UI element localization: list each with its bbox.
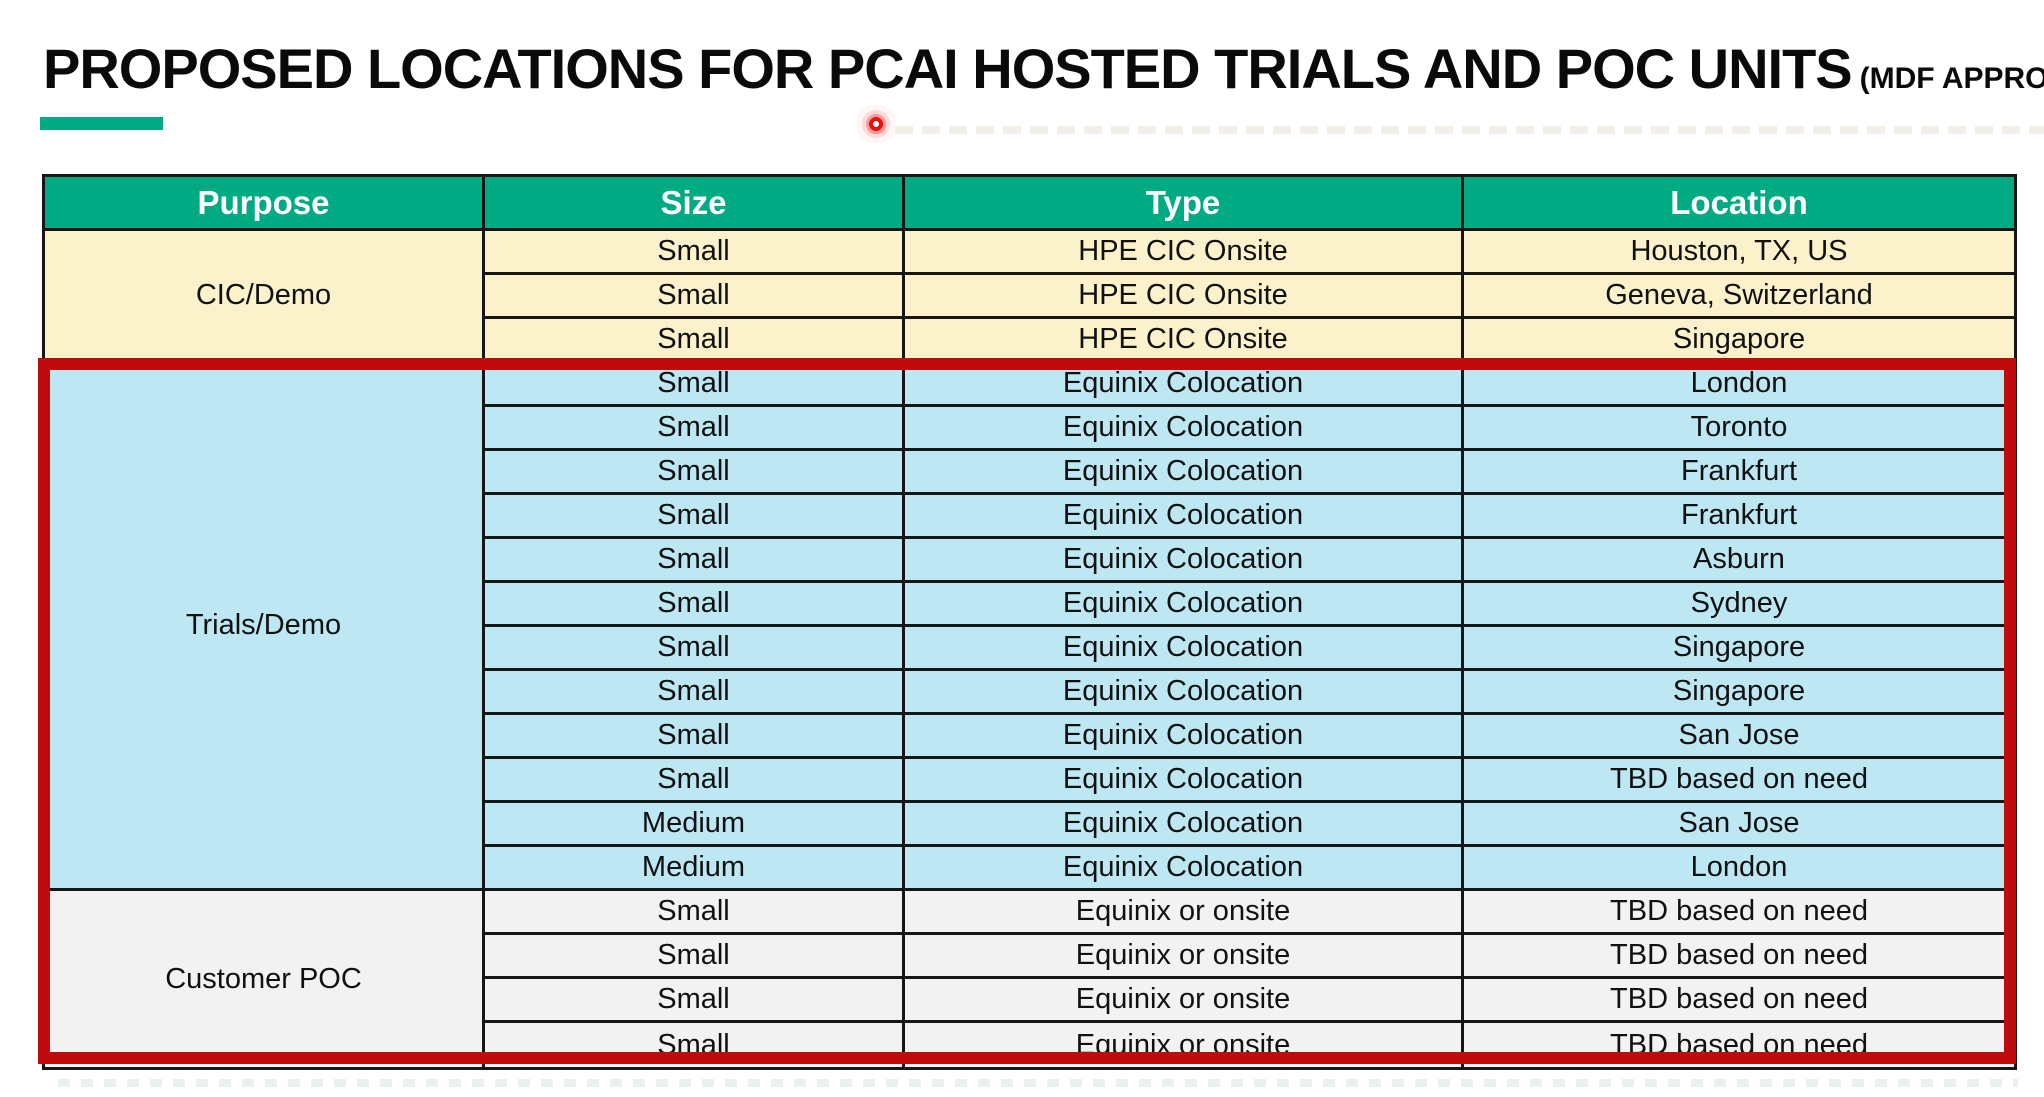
column-header-purpose: Purpose — [45, 177, 485, 231]
location-cell: TBD based on need — [1464, 1023, 2014, 1067]
size-cell: Small — [485, 671, 905, 715]
location-cell: Asburn — [1464, 539, 2014, 583]
location-cell: Frankfurt — [1464, 495, 2014, 539]
title-accent-bar — [40, 117, 163, 130]
type-cell: Equinix or onsite — [905, 935, 1464, 979]
type-cell: Equinix Colocation — [905, 539, 1464, 583]
column-header-type: Type — [905, 177, 1464, 231]
purpose-cell: Trials/Demo — [45, 363, 485, 891]
type-cell: HPE CIC Onsite — [905, 275, 1464, 319]
location-cell: San Jose — [1464, 715, 2014, 759]
location-cell: TBD based on need — [1464, 759, 2014, 803]
location-cell: Toronto — [1464, 407, 2014, 451]
location-cell: London — [1464, 363, 2014, 407]
location-cell: Singapore — [1464, 671, 2014, 715]
size-cell: Small — [485, 935, 905, 979]
location-cell: Frankfurt — [1464, 451, 2014, 495]
type-cell: HPE CIC Onsite — [905, 319, 1464, 363]
location-cell: San Jose — [1464, 803, 2014, 847]
type-cell: Equinix Colocation — [905, 407, 1464, 451]
size-cell: Small — [485, 275, 905, 319]
purpose-cell: CIC/Demo — [45, 231, 485, 363]
type-cell: Equinix Colocation — [905, 671, 1464, 715]
laser-pointer-dot — [854, 102, 898, 146]
size-cell: Small — [485, 539, 905, 583]
size-cell: Small — [485, 759, 905, 803]
location-cell: Sydney — [1464, 583, 2014, 627]
page-title-main: PROPOSED LOCATIONS FOR PCAI HOSTED TRIAL… — [43, 37, 1853, 100]
column-header-location: Location — [1464, 177, 2014, 231]
locations-table: Purpose Size Type Location CIC/Demo Small… — [42, 174, 2017, 1070]
type-cell: HPE CIC Onsite — [905, 231, 1464, 275]
size-cell: Small — [485, 891, 905, 935]
size-cell: Small — [485, 319, 905, 363]
size-cell: Small — [485, 451, 905, 495]
size-cell: Small — [485, 1023, 905, 1067]
size-cell: Small — [485, 231, 905, 275]
page-title: PROPOSED LOCATIONS FOR PCAI HOSTED TRIAL… — [43, 36, 2044, 101]
size-cell: Medium — [485, 847, 905, 891]
type-cell: Equinix Colocation — [905, 363, 1464, 407]
watermark-dashes-top — [868, 126, 2044, 134]
size-cell: Small — [485, 495, 905, 539]
page-title-suffix: (MDF APPROVED) — [1859, 62, 2044, 95]
location-cell: Singapore — [1464, 319, 2014, 363]
type-cell: Equinix Colocation — [905, 451, 1464, 495]
column-header-size: Size — [485, 177, 905, 231]
location-cell: Singapore — [1464, 627, 2014, 671]
size-cell: Small — [485, 363, 905, 407]
purpose-cell: Customer POC — [45, 891, 485, 1067]
type-cell: Equinix Colocation — [905, 583, 1464, 627]
type-cell: Equinix or onsite — [905, 979, 1464, 1023]
type-cell: Equinix or onsite — [905, 1023, 1464, 1067]
type-cell: Equinix Colocation — [905, 715, 1464, 759]
location-cell: TBD based on need — [1464, 935, 2014, 979]
size-cell: Small — [485, 715, 905, 759]
size-cell: Small — [485, 627, 905, 671]
size-cell: Medium — [485, 803, 905, 847]
type-cell: Equinix Colocation — [905, 495, 1464, 539]
location-cell: TBD based on need — [1464, 979, 2014, 1023]
type-cell: Equinix Colocation — [905, 759, 1464, 803]
type-cell: Equinix Colocation — [905, 803, 1464, 847]
location-cell: London — [1464, 847, 2014, 891]
size-cell: Small — [485, 407, 905, 451]
type-cell: Equinix Colocation — [905, 847, 1464, 891]
type-cell: Equinix or onsite — [905, 891, 1464, 935]
size-cell: Small — [485, 583, 905, 627]
size-cell: Small — [485, 979, 905, 1023]
location-cell: Houston, TX, US — [1464, 231, 2014, 275]
location-cell: TBD based on need — [1464, 891, 2014, 935]
watermark-dashes-bottom — [58, 1079, 2018, 1087]
location-cell: Geneva, Switzerland — [1464, 275, 2014, 319]
type-cell: Equinix Colocation — [905, 627, 1464, 671]
